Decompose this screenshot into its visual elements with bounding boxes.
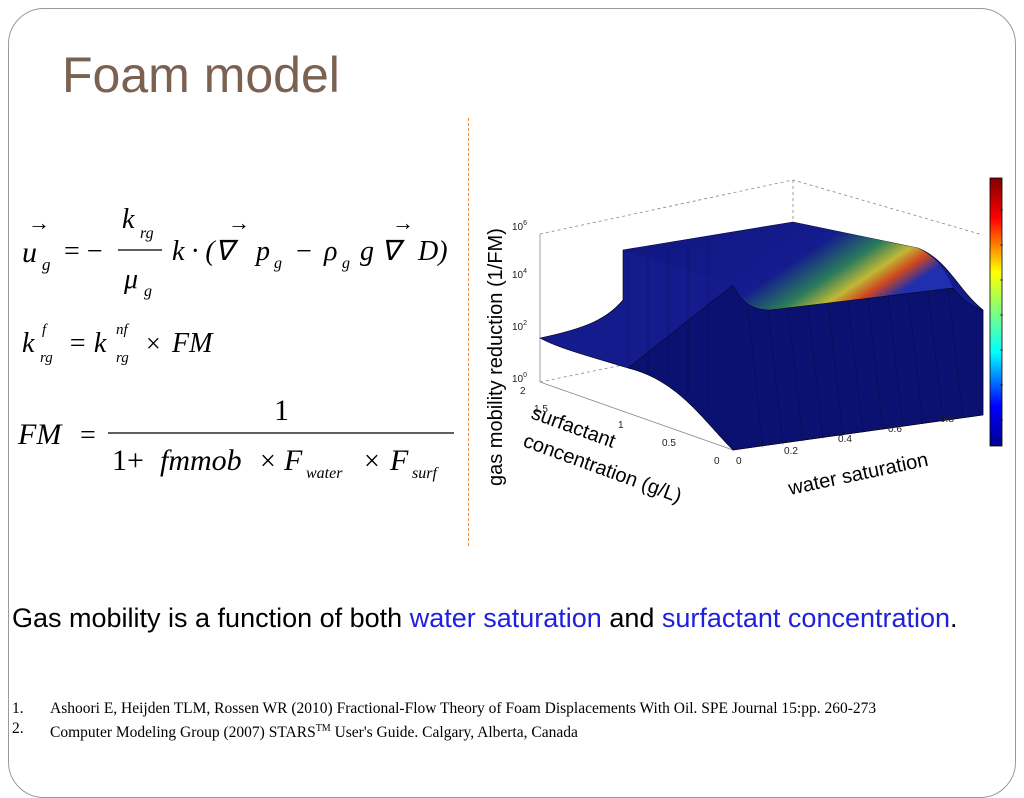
eq1-rho: ρ [323,236,337,267]
eq2-sup-f: f [42,322,48,338]
eq3-FM: FM [17,418,63,451]
y-tick: 2 [520,386,526,397]
box-top-edge [539,179,984,236]
eq1-mu-sub: g [144,283,152,300]
x-tick: 0.2 [784,446,798,457]
eq3-eq: = [80,420,96,451]
z-axis-label: gas mobility reduction (1/FM) [485,228,507,486]
y-tick: 1.5 [534,404,548,415]
eq1-D: D) [417,236,448,267]
y-tick-labels: 0 0.5 1 1.5 2 [520,386,720,467]
eq1-rest: k · (∇ [172,236,239,267]
surface-mesh [539,221,984,451]
eq1-u: u [22,236,37,269]
eq1-mu: μ [123,264,138,295]
x-tick: 0 [736,456,742,467]
y-tick: 0 [714,456,720,467]
z-tick: 100 [512,372,527,385]
reference-text-tail: User's Guide. Calgary, Alberta, Canada [330,724,578,742]
eq1-p: p [254,236,270,267]
x-tick: 0.6 [888,424,902,435]
eq1-g-grad: g ∇ [360,236,405,267]
z-tick: 104 [512,268,527,281]
eq3-numerator: 1 [274,394,289,427]
body-text-part: . [950,603,958,633]
highlight-surfactant-concentration: surfactant concentration [661,603,951,633]
x-tick: 0.4 [838,434,852,445]
box-back-floor-left [539,329,794,383]
body-text-part: and [601,603,662,633]
colorbar [989,177,1003,447]
colorbar-ticks [1000,209,1003,421]
reference-number: 2. [12,720,24,737]
eq3-F1: F [283,444,303,477]
eq2-eq-k: = k [68,328,107,359]
equation-2: k f rg = k nf rg × FM [22,322,214,366]
eq3-F2: F [389,444,409,477]
vector-arrow: → [392,210,414,235]
eq3-times2: × [364,446,380,477]
x-axis-label: water saturation [785,449,930,500]
vector-arrow: → [28,210,50,235]
surface-front-face [627,284,984,451]
eq3-F1-sub: water [306,465,343,482]
eq1-u-sub: g [42,255,51,274]
reference-number: 1. [12,700,24,717]
surface-plot: 100 102 104 106 0 0.5 1 1.5 2 0 0.2 0.4 … [485,177,1003,508]
eq2-sub-rg: rg [40,350,53,366]
reference-item: 2. Computer Modeling Group (2007) STARST… [8,719,1008,743]
box-front-left [539,381,734,451]
y-tick: 1 [618,420,624,431]
vector-arrow: → [228,210,250,235]
body-text: Gas mobility is a function of both water… [12,598,1012,638]
eq2-FM: FM [171,328,214,359]
z-tick-labels: 100 102 104 106 [512,220,527,385]
slide-title: Foam model [62,47,340,103]
reference-text: Ashoori E, Heijden TLM, Rossen WR (2010)… [50,700,877,717]
reference-item: 1. Ashoori E, Heijden TLM, Rossen WR (20… [8,699,1008,719]
references-list: 1. Ashoori E, Heijden TLM, Rossen WR (20… [8,699,1008,743]
x-tick: 0.8 [940,414,954,425]
body-text-part: Gas mobility is a function of both [12,603,410,633]
z-tick: 102 [512,320,527,333]
trademark-sup: TM [315,723,331,734]
eq1-k-sub: rg [140,225,154,242]
x-tick-labels: 0 0.2 0.4 0.6 0.8 [736,414,954,467]
z-tick: 106 [512,220,527,233]
eq2-sub-rg2: rg [116,350,129,366]
eq1-rho-sub: g [342,255,350,272]
eq1-k: k [122,204,135,235]
highlight-water-saturation: water saturation [409,603,602,633]
eq3-one-plus: 1+ [112,444,144,477]
eq2-times: × [146,329,161,358]
eq3-times1: × [260,446,276,477]
eq1-eq: = − [64,236,103,267]
reference-text: Computer Modeling Group (2007) STARS [50,724,316,742]
column-divider [468,118,469,546]
surface-top-plateau [623,222,953,310]
eq3-fmmob: fmmob [160,444,242,477]
eq2-k: k [22,328,35,359]
eq3-F2-sub: surf [412,465,439,482]
eq1-p-sub: g [274,255,282,272]
equation-1: → u g = − k rg μ g k · (∇ → p g − ρ g g … [22,204,448,300]
equation-3: FM = 1 1+ fmmob × F water × F surf [17,394,454,482]
eq2-sup-nf: nf [116,322,130,338]
surface-wireframe [627,242,964,449]
eq1-minus: − [296,236,312,267]
equations-panel: → u g = − k rg μ g k · (∇ → p g − ρ g g … [17,204,454,482]
y-tick: 0.5 [662,438,676,449]
